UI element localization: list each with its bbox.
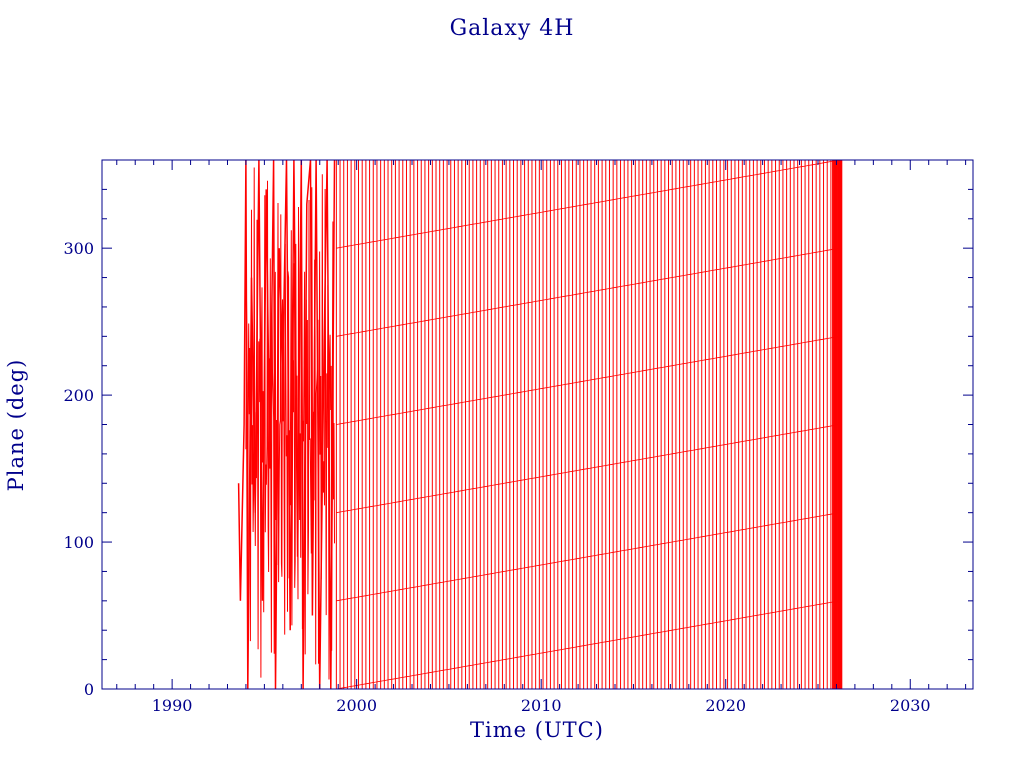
x-tick-label: 2010 xyxy=(521,696,562,715)
x-tick-label: 2000 xyxy=(336,696,377,715)
series-offset-step xyxy=(336,159,839,249)
series-offset-step xyxy=(336,600,843,690)
y-tick-label: 300 xyxy=(63,239,94,258)
y-tick-label: 100 xyxy=(63,533,94,552)
x-tick-label: 2030 xyxy=(890,696,931,715)
series-early-wiggle xyxy=(245,167,335,680)
y-tick-label: 200 xyxy=(63,386,94,405)
series-traces xyxy=(237,159,843,690)
x-axis-label: Time (UTC) xyxy=(470,718,604,742)
series-offset-step xyxy=(336,335,843,425)
series-offset-step xyxy=(336,511,843,602)
plot-frame xyxy=(101,159,974,690)
axes: 1990 2000 2010 2020 2030 0 100 200 300 xyxy=(63,159,974,715)
x-tick-label: 2020 xyxy=(705,696,746,715)
chart-title: Galaxy 4H xyxy=(449,16,575,41)
x-tick-label: 1990 xyxy=(152,696,193,715)
series-offset-step xyxy=(336,423,843,514)
y-axis-label: Plane (deg) xyxy=(4,358,28,492)
series-offset-step xyxy=(336,247,843,337)
y-tick-label: 0 xyxy=(84,680,94,699)
